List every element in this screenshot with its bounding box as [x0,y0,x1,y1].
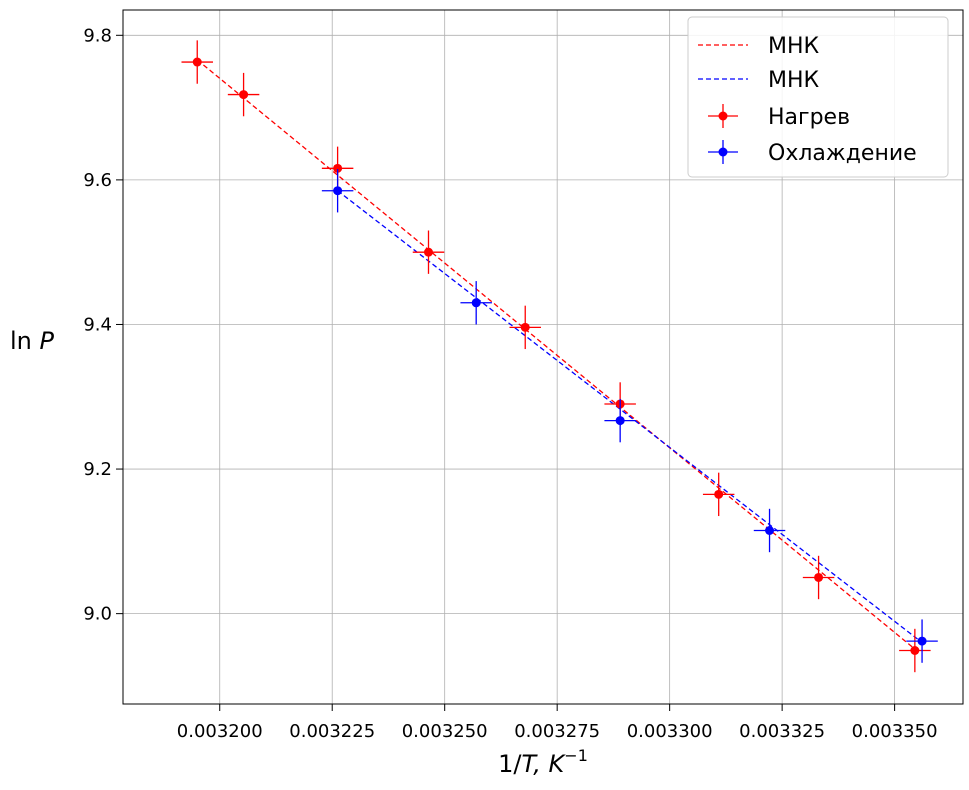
legend: МНК МНК Нагрев Охлаждение [687,16,949,178]
heating-point [181,40,213,84]
legend-heating-label: Нагрев [768,105,850,130]
fit-lines [196,59,923,650]
x-axis-label: 1/T, K−1 [498,746,588,778]
heating-marker [423,247,433,257]
legend-heating-marker [708,104,738,128]
cooling-point [906,619,938,663]
x-axis-ticks: 0.003200 0.003225 0.003250 0.003275 0.003300… [177,704,938,742]
heating-point [227,72,260,117]
grid [123,10,963,704]
cooling-marker [333,186,343,196]
cooling-marker [765,526,775,535]
heating-point [702,472,735,517]
x-tick-label: 0.003300 [627,721,713,742]
fit-line-cooling [337,190,923,644]
heating-marker [814,572,824,582]
cooling-marker [471,298,481,308]
heating-point [899,628,931,673]
y-tick-label: 9.2 [83,459,112,480]
y-tick-label: 9.0 [83,604,112,625]
heating-marker [910,646,920,656]
heating-point [509,305,541,350]
plot-frame [122,9,964,705]
legend-cooling-marker [708,140,738,164]
heating-point [412,230,445,274]
legend-cooling-label: Охлаждение [768,141,917,166]
legend-fit-blue-label: МНК [768,68,820,93]
heating-marker [192,57,202,67]
x-tick-label: 0.003275 [514,721,600,742]
x-axis-label-unit: , K [533,750,566,778]
x-tick-label: 0.003250 [402,721,488,742]
y-axis-ticks: 9.0 9.2 9.4 9.6 9.8 [83,25,123,625]
x-tick-label: 0.003200 [177,721,263,742]
heating-point [802,555,835,600]
fit-line-heating [196,59,916,650]
x-axis-label-exp: −1 [564,746,588,765]
x-tick-label: 0.003225 [289,721,375,742]
data-series [181,40,938,673]
x-axis-label-prefix: 1/ [498,750,522,778]
y-tick-label: 9.8 [83,25,112,46]
y-axis-label-fn: ln [10,327,40,355]
cooling-point [460,281,492,325]
y-tick-label: 9.6 [83,170,112,191]
cooling-marker [917,636,927,646]
cooling-point [321,169,354,213]
heating-marker [714,489,724,499]
y-tick-label: 9.4 [83,314,112,335]
x-tick-label: 0.003350 [852,721,938,742]
heating-marker [239,90,249,100]
legend-box [687,16,949,178]
x-tick-label: 0.003325 [739,721,825,742]
heating-marker [333,163,343,173]
cooling-marker [615,416,625,426]
y-axis-label-var: P [40,327,55,355]
legend-fit-red-label: МНК [768,34,820,59]
y-axis-label: ln P [10,327,55,355]
cooling-point [753,508,786,553]
cooling-point [604,398,636,443]
heating-marker [520,322,530,332]
